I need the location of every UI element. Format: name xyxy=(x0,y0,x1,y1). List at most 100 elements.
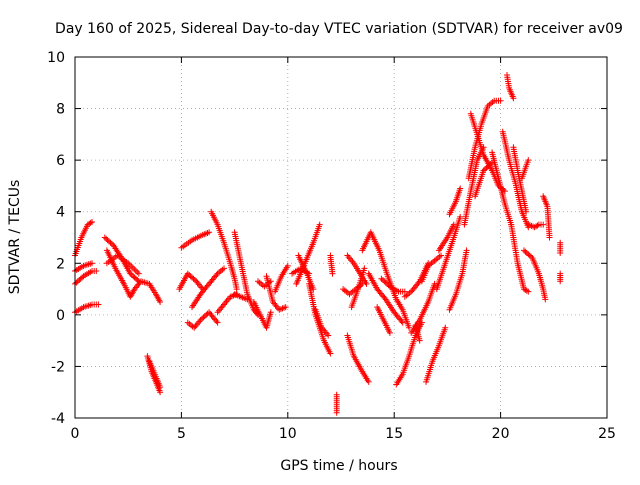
data-track xyxy=(250,299,274,331)
data-track xyxy=(378,275,408,295)
data-track xyxy=(333,391,340,416)
data-point xyxy=(89,219,95,225)
data-point xyxy=(233,286,240,293)
data-point xyxy=(542,296,549,303)
y-tick-label: 0 xyxy=(56,308,65,324)
data-point xyxy=(523,208,530,215)
data-point xyxy=(221,265,227,272)
data-point xyxy=(267,309,274,316)
data-point xyxy=(87,219,94,226)
data-track xyxy=(327,252,336,277)
x-axis-label: GPS time / hours xyxy=(280,458,397,474)
data-track xyxy=(489,149,515,228)
data-point xyxy=(528,253,535,260)
data-point xyxy=(135,270,142,277)
data-point xyxy=(191,277,198,283)
data-point xyxy=(363,280,370,287)
data-track xyxy=(72,268,100,287)
data-point xyxy=(486,162,493,169)
data-track xyxy=(72,260,95,274)
data-point xyxy=(431,280,438,287)
y-tick-label: 4 xyxy=(56,205,65,221)
data-point xyxy=(157,389,164,396)
data-point xyxy=(284,262,291,269)
data-point xyxy=(385,282,392,289)
data-track xyxy=(146,358,164,391)
data-track xyxy=(208,208,240,293)
data-point xyxy=(73,279,80,286)
data-track xyxy=(184,309,221,331)
data-track xyxy=(412,322,423,344)
y-tick-label: -2 xyxy=(51,359,65,375)
data-point xyxy=(206,229,213,236)
data-point xyxy=(127,270,134,277)
data-point xyxy=(325,332,332,339)
data-point xyxy=(77,275,84,282)
data-track xyxy=(504,72,517,102)
data-point xyxy=(214,319,221,326)
data-point xyxy=(406,324,413,331)
x-tick-label: 20 xyxy=(492,426,510,442)
data-point xyxy=(521,247,527,254)
data-point xyxy=(457,213,464,220)
data-track xyxy=(525,221,547,231)
data-track xyxy=(178,229,213,251)
y-tick-label: 8 xyxy=(56,102,65,118)
data-track xyxy=(521,247,549,303)
data-point xyxy=(526,252,533,259)
data-point xyxy=(546,234,553,241)
y-tick-label: 2 xyxy=(56,256,65,272)
data-track xyxy=(540,193,553,241)
data-point xyxy=(89,260,95,267)
data-track xyxy=(365,270,406,326)
data-track xyxy=(72,219,95,259)
data-track xyxy=(263,273,289,313)
data-track xyxy=(433,213,464,293)
data-track xyxy=(557,239,564,256)
data-point xyxy=(522,248,529,255)
chart-title: Day 160 of 2025, Sidereal Day-to-day VTE… xyxy=(55,21,623,37)
x-tick-label: 15 xyxy=(385,426,403,442)
data-track xyxy=(348,265,368,311)
data-track xyxy=(435,221,457,254)
x-tick-label: 5 xyxy=(177,426,186,442)
y-tick-label: -4 xyxy=(51,411,65,427)
data-point xyxy=(540,221,547,228)
data-point xyxy=(525,157,532,164)
data-points xyxy=(72,72,564,416)
data-point xyxy=(450,221,457,228)
data-point xyxy=(557,250,564,256)
data-point xyxy=(199,315,205,322)
data-track xyxy=(189,265,227,311)
data-point xyxy=(381,278,388,285)
data-point xyxy=(329,270,336,277)
data-track xyxy=(272,262,291,295)
data-point xyxy=(79,274,86,281)
grid-lines xyxy=(75,57,607,418)
plot-frame xyxy=(74,56,608,419)
data-point xyxy=(101,234,108,241)
data-track xyxy=(446,185,464,218)
data-track xyxy=(344,332,372,385)
x-tick-label: 0 xyxy=(71,426,80,442)
data-track xyxy=(465,97,504,182)
data-track xyxy=(312,306,332,339)
data-point xyxy=(361,265,368,272)
y-tick-label: 6 xyxy=(56,153,65,169)
data-point xyxy=(157,299,164,305)
data-point xyxy=(327,350,334,357)
data-point xyxy=(186,271,193,278)
data-point xyxy=(95,301,102,308)
data-point xyxy=(365,378,372,385)
data-point xyxy=(480,167,487,174)
data-track xyxy=(295,252,317,293)
y-tick-label: 10 xyxy=(47,50,65,66)
data-track xyxy=(446,247,470,313)
data-point xyxy=(130,273,137,280)
y-axis-label: SDTVAR / TECUs xyxy=(7,180,23,295)
data-point xyxy=(557,278,564,285)
data-point xyxy=(104,237,111,244)
data-point xyxy=(379,277,386,283)
